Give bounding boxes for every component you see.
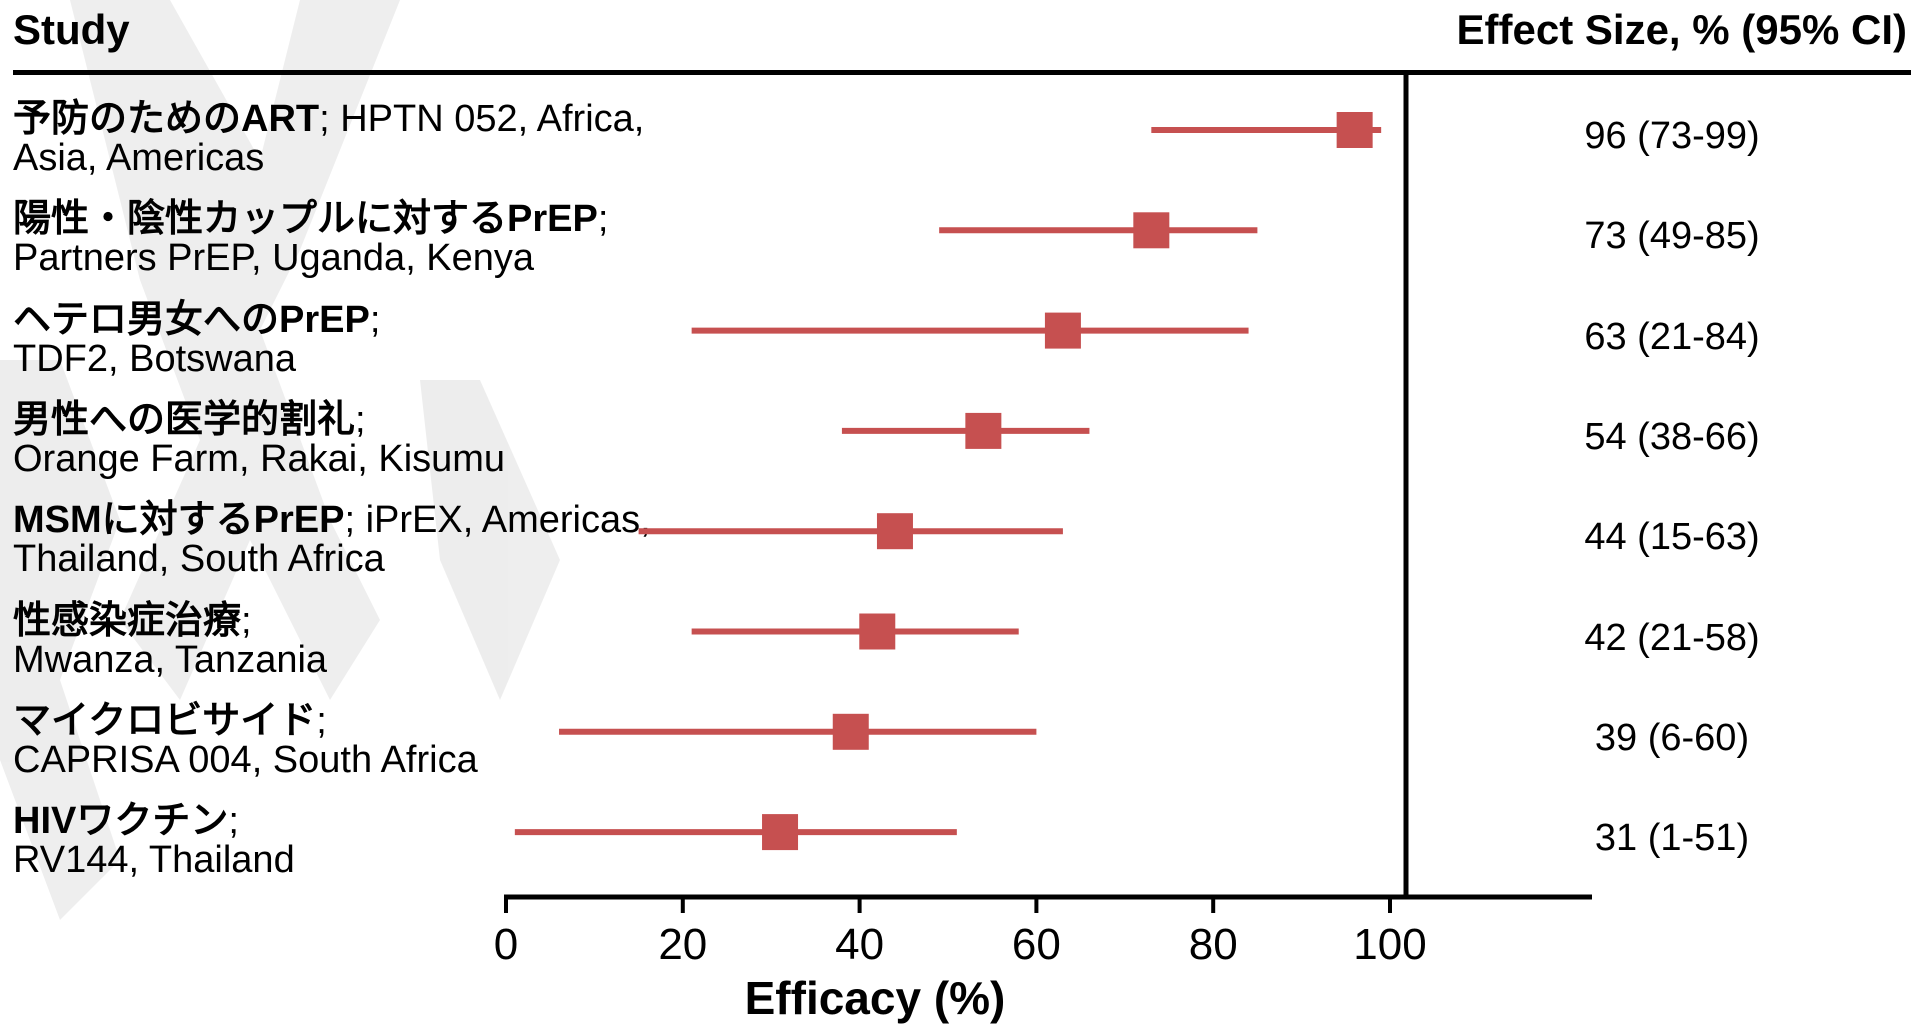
- point-estimate-marker: [859, 613, 896, 650]
- effect-size-value: 44 (15-63): [1584, 516, 1760, 559]
- study-title: ヘテロ男女へのPrEP: [13, 298, 370, 341]
- study-column-header: Study: [13, 6, 130, 53]
- study-title: 陽性・陰性カップルに対するPrEP: [13, 198, 598, 241]
- header-divider: [13, 70, 1911, 75]
- study-detail: ;: [597, 198, 609, 241]
- study-detail-second-line: Asia, Americas: [13, 137, 265, 179]
- study-detail: ;: [369, 298, 381, 341]
- effect-size-column-header: Effect Size, % (95% CI): [1456, 6, 1907, 53]
- x-axis-label: Efficacy (%): [744, 972, 1006, 1024]
- x-tick-label: 20: [658, 920, 707, 969]
- x-tick-label: 60: [1012, 920, 1061, 969]
- point-estimate-marker: [876, 513, 913, 550]
- study-detail: ; iPrEX, Americas,: [344, 499, 651, 542]
- study-label: 男性への医学的割礼; Orange Farm, Rakai, Kisumu: [13, 398, 506, 480]
- point-estimate-marker: [965, 412, 1002, 449]
- effect-size-value: 54 (38-66): [1584, 415, 1760, 458]
- study-detail-second-line: CAPRISA 004, South Africa: [13, 738, 478, 781]
- study-detail: ; HPTN 052, Africa,: [319, 98, 645, 140]
- study-title: HIVワクチン: [13, 800, 229, 843]
- study-label: HIVワクチン; RV144, Thailand: [13, 802, 295, 880]
- effect-size-value: 73 (49-85): [1584, 215, 1760, 258]
- study-detail-second-line: RV144, Thailand: [13, 839, 295, 882]
- study-label: 陽性・陰性カップルに対するPrEP; Partners PrEP, Uganda,…: [13, 200, 608, 278]
- study-detail: ;: [228, 800, 239, 843]
- point-estimate-marker: [1133, 212, 1170, 249]
- effect-size-value: 31 (1-51): [1594, 817, 1750, 860]
- study-title: 性感染症治療: [13, 599, 242, 642]
- effect-size-value: 39 (6-60): [1594, 716, 1750, 759]
- effect-size-value: 42 (21-58): [1584, 616, 1760, 659]
- point-estimate-marker: [832, 713, 869, 750]
- x-tick-label: 0: [494, 920, 518, 969]
- effect-size-value: 63 (21-84): [1584, 315, 1760, 358]
- study-label: 性感染症治療; Mwanza, Tanzania: [13, 599, 328, 681]
- study-title: 男性への医学的割礼: [13, 398, 356, 441]
- study-detail: ;: [316, 699, 327, 742]
- effect-size-value: 96 (73-99): [1584, 115, 1760, 157]
- point-estimate-marker: [1044, 312, 1081, 349]
- x-tick-label: 80: [1189, 920, 1238, 969]
- study-label: 予防のためのART; HPTN 052, Africa, Asia, Americ…: [13, 100, 644, 178]
- point-estimate-marker: [762, 814, 799, 851]
- study-detail: ;: [355, 398, 366, 441]
- x-tick-label: 100: [1353, 920, 1426, 969]
- study-detail-second-line: Thailand, South Africa: [13, 538, 385, 581]
- point-estimate-marker: [1336, 112, 1373, 148]
- study-label: マイクロビサイド; CAPRISA 004, South Africa: [13, 699, 478, 781]
- study-title: 予防のためのART: [13, 98, 320, 140]
- study-title: マイクロビサイド: [13, 699, 317, 742]
- study-detail-second-line: Orange Farm, Rakai, Kisumu: [13, 437, 506, 480]
- study-label: MSMに対するPrEP; iPrEX, Americas, Thailand, S…: [13, 501, 651, 579]
- study-title: MSMに対するPrEP: [13, 499, 345, 542]
- x-tick-label: 40: [835, 920, 884, 969]
- study-detail-second-line: Mwanza, Tanzania: [13, 638, 328, 681]
- study-detail-second-line: TDF2, Botswana: [13, 337, 296, 380]
- study-detail-second-line: Partners PrEP, Uganda, Kenya: [13, 237, 535, 280]
- study-detail: ;: [241, 599, 252, 642]
- study-label: ヘテロ男女へのPrEP; TDF2, Botswana: [13, 298, 381, 380]
